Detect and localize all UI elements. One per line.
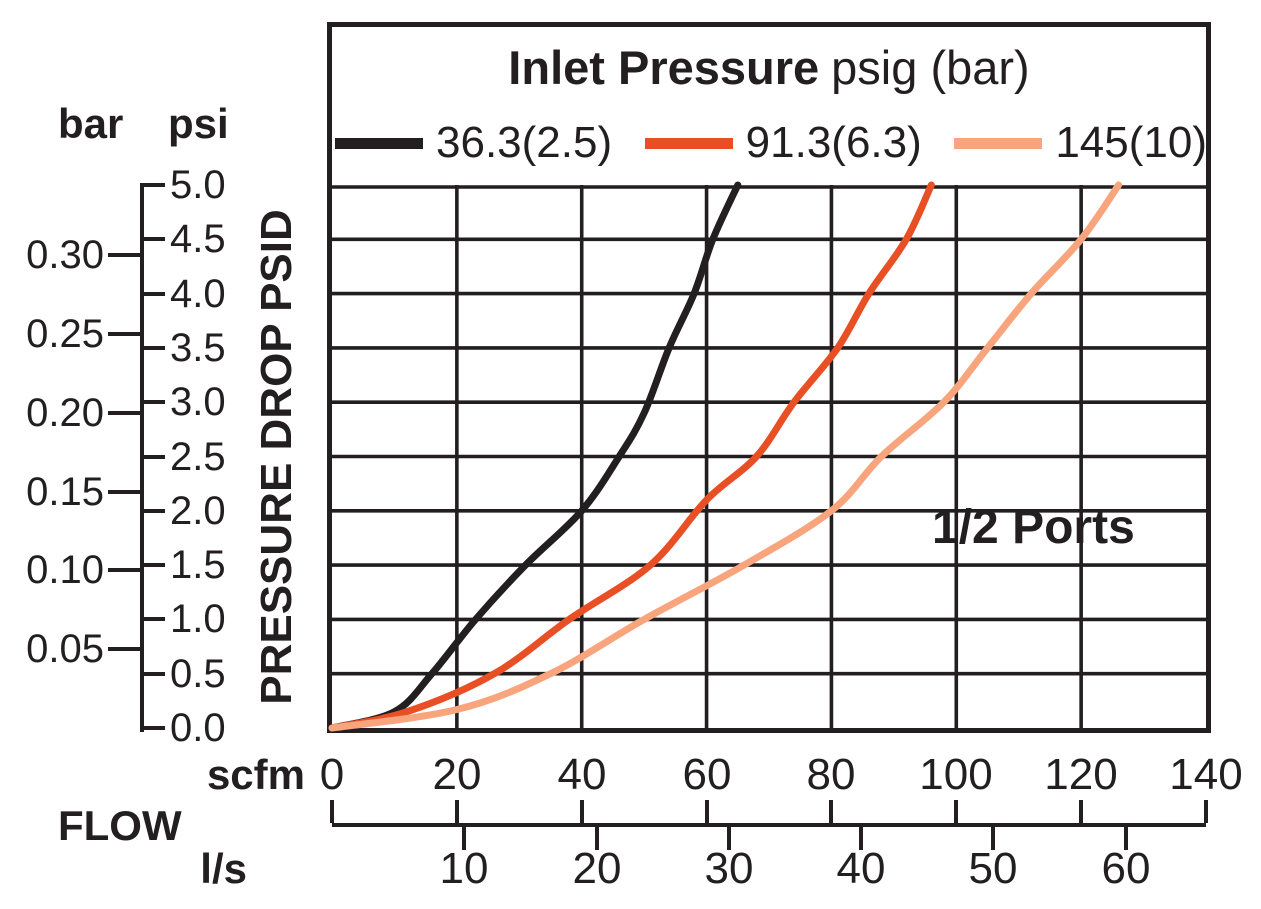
scfm-tick-label: 0 xyxy=(319,750,345,799)
legend-line-sample xyxy=(644,137,733,149)
port-size-annotation: 1/2 Ports xyxy=(932,501,1135,554)
psi-tick xyxy=(140,346,165,350)
psi-tick-label: 0.0 xyxy=(170,706,226,750)
ls-tick xyxy=(859,827,863,850)
scfm-tick-label: 100 xyxy=(919,750,993,799)
scfm-tick-label: 120 xyxy=(1044,750,1118,799)
scfm-tick-label: 60 xyxy=(682,750,732,799)
psi-tick-label: 3.5 xyxy=(170,326,226,370)
ls-tick xyxy=(727,827,731,850)
psi-tick-label: 4.0 xyxy=(170,272,226,316)
curve-36.3(2.5) xyxy=(328,181,742,732)
legend-entry: 36.3(2.5) xyxy=(335,118,612,168)
scfm-tick xyxy=(1204,800,1208,823)
legend-title: Inlet Pressure psig (bar) xyxy=(327,40,1211,95)
ls-tick-label: 50 xyxy=(968,844,1018,893)
psi-tick-label: 2.5 xyxy=(170,435,226,479)
bar-scale-header: bar xyxy=(58,100,124,147)
psi-tick xyxy=(140,672,165,676)
bar-tick xyxy=(108,490,140,494)
legend-label: 145(10) xyxy=(1055,118,1207,167)
bar-tick xyxy=(108,332,140,336)
scfm-tick xyxy=(1079,800,1083,823)
legend-entry: 145(10) xyxy=(954,118,1207,168)
ls-tick xyxy=(595,827,599,850)
legend-line-sample xyxy=(954,137,1043,149)
x-axis-line xyxy=(332,823,1206,827)
psi-tick-label: 3.0 xyxy=(170,380,226,424)
psi-tick xyxy=(140,563,165,567)
scfm-tick xyxy=(330,800,334,823)
ls-tick-label: 20 xyxy=(572,844,622,893)
psi-tick xyxy=(140,509,165,513)
scfm-tick xyxy=(829,800,833,823)
psi-tick xyxy=(140,400,165,404)
bar-tick-label: 0.15 xyxy=(26,470,104,514)
psi-tick xyxy=(140,237,165,241)
ls-tick xyxy=(1124,827,1128,850)
legend-line-sample xyxy=(335,137,423,149)
legend-title-unit: psig (bar) xyxy=(831,41,1030,94)
ls-tick-label: 10 xyxy=(439,844,489,893)
scfm-unit-label: scfm xyxy=(206,751,305,798)
bar-tick-label: 0.25 xyxy=(26,312,104,356)
ls-tick xyxy=(991,827,995,850)
curve-91.3(6.3) xyxy=(328,181,935,732)
ls-unit-label: l/s xyxy=(200,845,247,892)
legend-title-bold: Inlet Pressure xyxy=(508,41,820,94)
plot-area xyxy=(328,181,1206,732)
scfm-tick xyxy=(580,800,584,823)
psi-tick xyxy=(140,726,165,730)
bar-tick xyxy=(108,411,140,415)
ls-tick-label: 40 xyxy=(836,844,886,893)
psi-tick-label: 4.5 xyxy=(170,217,226,261)
scfm-tick xyxy=(455,800,459,823)
ls-tick xyxy=(462,827,466,850)
ls-tick-label: 30 xyxy=(704,844,754,893)
legend: 36.3(2.5) 91.3(6.3) 145(10) xyxy=(335,118,1207,168)
psi-tick xyxy=(140,455,165,459)
bar-tick-label: 0.20 xyxy=(26,391,104,435)
psi-tick-label: 1.0 xyxy=(170,597,226,641)
legend-entry: 91.3(6.3) xyxy=(644,118,922,168)
curve-145(10) xyxy=(328,181,1123,732)
scfm-tick xyxy=(705,800,709,823)
bar-tick xyxy=(108,568,140,572)
legend-label: 91.3(6.3) xyxy=(745,118,922,167)
chart-frame xyxy=(327,22,1211,733)
psi-tick-label: 0.5 xyxy=(170,652,226,696)
scfm-tick-label: 40 xyxy=(557,750,607,799)
psi-tick xyxy=(140,617,165,621)
psi-tick-label: 5.0 xyxy=(170,163,226,207)
bar-tick xyxy=(108,647,140,651)
scfm-tick-label: 140 xyxy=(1169,750,1243,799)
legend-label: 36.3(2.5) xyxy=(436,118,613,167)
scfm-tick-label: 20 xyxy=(432,750,482,799)
psi-tick-label: 2.0 xyxy=(170,489,226,533)
psi-scale-header: psi xyxy=(168,100,229,147)
bar-tick-label: 0.30 xyxy=(26,233,104,277)
psi-tick xyxy=(140,183,165,187)
bar-tick xyxy=(108,253,140,257)
psi-tick-label: 1.5 xyxy=(170,543,226,587)
scfm-tick-label: 80 xyxy=(806,750,856,799)
ls-tick-label: 60 xyxy=(1101,844,1151,893)
y-axis-title: PRESSURE DROP PSID xyxy=(252,209,301,705)
psi-tick xyxy=(140,292,165,296)
bar-tick-label: 0.10 xyxy=(26,548,104,592)
bar-tick-label: 0.05 xyxy=(26,627,104,671)
scfm-tick xyxy=(954,800,958,823)
x-axis-title: FLOW xyxy=(58,802,182,849)
